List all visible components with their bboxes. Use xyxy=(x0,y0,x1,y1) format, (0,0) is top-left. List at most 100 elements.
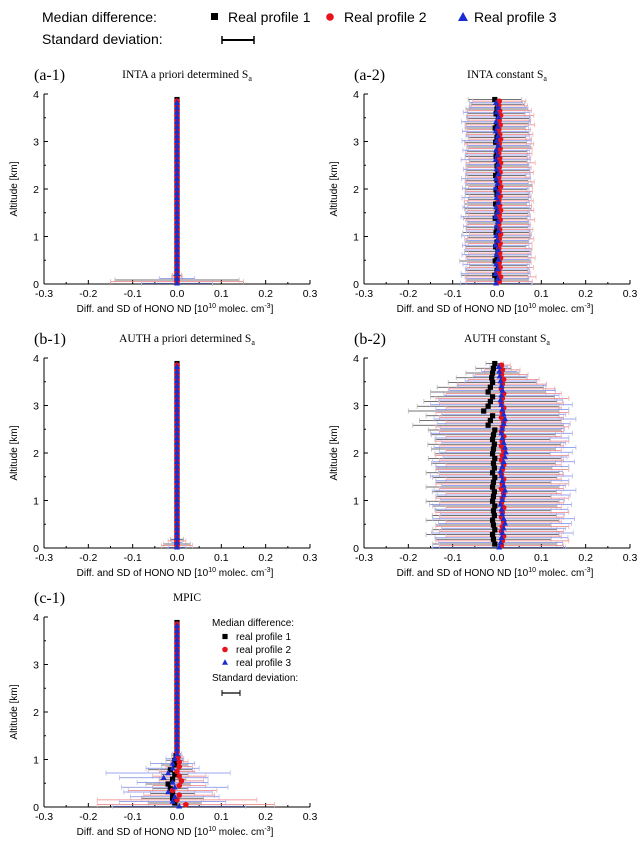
panel-tag: (a-2) xyxy=(354,67,385,84)
figure-legend-graphic: Median difference: Real profile 1 Real p… xyxy=(42,9,557,47)
point-series-3 xyxy=(494,218,501,224)
point-series-1 xyxy=(491,489,497,495)
inset-legend-sd-label: Standard deviation: xyxy=(212,673,298,684)
x-axis-label: Diff. and SD of HONO ND [1010 molec. cm-… xyxy=(397,567,594,579)
point-series-3 xyxy=(496,368,503,374)
point-series-3 xyxy=(494,180,501,186)
point-series-3 xyxy=(502,448,509,455)
point-series-3 xyxy=(493,203,500,210)
legend-marker-profile-2 xyxy=(326,13,334,21)
y-tick-label: 3 xyxy=(353,137,359,149)
point-series-3 xyxy=(174,707,180,714)
point-series-3 xyxy=(497,396,504,403)
point-series-1 xyxy=(489,436,496,443)
point-series-1 xyxy=(172,771,178,778)
point-series-3 xyxy=(174,650,180,657)
y-tick-label: 0 xyxy=(33,279,39,291)
point-series-3 xyxy=(174,137,180,144)
point-series-3 xyxy=(165,769,172,776)
data-points xyxy=(174,96,180,286)
point-series-3 xyxy=(174,750,180,757)
x-axis-label-text: Diff. and SD of HONO ND [10 xyxy=(397,304,529,315)
point-series-2 xyxy=(178,778,185,784)
x-tick-label: 0.3 xyxy=(303,552,318,564)
point-series-3 xyxy=(174,669,180,676)
x-axis-label-exp: 10 xyxy=(208,567,216,574)
point-series-1 xyxy=(489,375,495,381)
point-series-3 xyxy=(501,453,508,460)
point-series-3 xyxy=(492,127,499,134)
x-axis-label-exp: 10 xyxy=(208,826,216,833)
y-tick-label: 4 xyxy=(353,353,359,365)
point-series-3 xyxy=(174,679,180,686)
point-series-3 xyxy=(495,256,502,262)
y-tick-label: 4 xyxy=(33,612,39,624)
point-series-3 xyxy=(494,161,501,167)
point-series-3 xyxy=(500,458,507,465)
point-series-3 xyxy=(174,712,180,719)
x-axis-label: Diff. and SD of HONO ND [1010 molec. cm-… xyxy=(77,303,274,315)
y-tick-label: 1 xyxy=(33,755,39,767)
point-series-3 xyxy=(500,524,507,531)
point-series-3 xyxy=(499,529,506,536)
point-series-3 xyxy=(174,251,180,258)
point-series-1 xyxy=(169,790,176,797)
x-axis-label-exp: 10 xyxy=(208,303,216,310)
y-tick-label: 2 xyxy=(353,448,359,460)
point-series-1 xyxy=(490,522,497,528)
point-series-3 xyxy=(174,741,180,747)
point-series-3 xyxy=(165,788,172,795)
point-series-3 xyxy=(174,425,180,431)
point-series-3 xyxy=(174,543,180,550)
x-tick-label: 0.2 xyxy=(258,288,273,300)
panel-tag: (b-1) xyxy=(34,331,66,348)
point-series-3 xyxy=(494,189,501,196)
point-series-1 xyxy=(490,493,497,500)
point-series-3 xyxy=(493,279,500,286)
point-series-3 xyxy=(493,146,500,153)
y-tick-label: 3 xyxy=(33,137,39,149)
legend-median-label: Median difference: xyxy=(42,9,157,25)
point-series-3 xyxy=(174,486,180,493)
inset-legend-marker-2 xyxy=(222,646,228,653)
panel-title-subscript: a xyxy=(546,338,550,347)
point-series-3 xyxy=(174,444,180,450)
point-series-3 xyxy=(174,372,180,379)
point-series-3 xyxy=(492,156,499,163)
point-series-3 xyxy=(174,227,180,234)
point-series-1 xyxy=(487,417,493,424)
x-tick-label: 0.3 xyxy=(303,288,318,300)
point-series-3 xyxy=(174,501,180,507)
legend-marker-profile-1 xyxy=(211,13,218,20)
legend-series-2: Real profile 2 xyxy=(344,9,427,25)
x-tick-label: 0.1 xyxy=(214,552,229,564)
x-axis-label-end: ] xyxy=(271,568,274,579)
point-series-3 xyxy=(174,391,180,398)
x-axis-label-tail: molec. cm xyxy=(216,304,264,315)
y-tick-label: 1 xyxy=(353,232,359,244)
x-axis-label-end: ] xyxy=(271,827,274,838)
point-series-3 xyxy=(174,453,180,460)
point-series-3 xyxy=(174,156,180,163)
point-series-3 xyxy=(174,448,180,455)
point-series-3 xyxy=(495,170,502,177)
point-series-3 xyxy=(174,529,180,536)
x-axis-label-tail: molec. cm xyxy=(216,827,264,838)
x-tick-label: -0.2 xyxy=(399,288,417,300)
point-series-3 xyxy=(500,439,507,446)
point-series-3 xyxy=(499,477,506,484)
x-tick-label: -0.1 xyxy=(444,288,462,300)
point-series-3 xyxy=(494,132,501,139)
point-series-3 xyxy=(174,655,180,662)
point-series-3 xyxy=(174,146,180,153)
y-tick-label: 0 xyxy=(353,279,359,291)
y-axis-label: Altitude [km] xyxy=(329,425,340,480)
point-series-3 xyxy=(174,127,180,134)
y-tick-label: 2 xyxy=(33,448,39,460)
y-tick-label: 2 xyxy=(33,707,39,719)
point-series-3 xyxy=(495,363,502,370)
point-series-3 xyxy=(494,237,501,243)
point-series-3 xyxy=(174,270,180,277)
point-series-1 xyxy=(491,465,497,471)
point-series-3 xyxy=(501,415,508,422)
